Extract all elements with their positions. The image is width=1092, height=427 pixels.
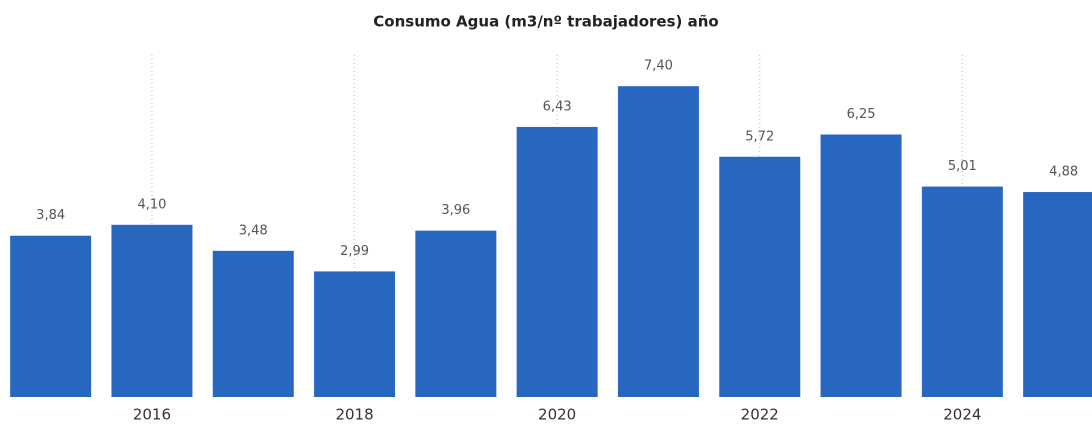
bar bbox=[617, 86, 699, 397]
value-label: 5,01 bbox=[948, 159, 977, 174]
x-tick-label: 2018 bbox=[335, 406, 373, 424]
chart-title: Consumo Agua (m3/nº trabajadores) año bbox=[373, 13, 718, 31]
value-label: 3,96 bbox=[441, 203, 470, 218]
bar bbox=[10, 235, 92, 397]
value-label: 7,40 bbox=[644, 59, 673, 74]
value-label: 4,88 bbox=[1049, 165, 1078, 180]
bar bbox=[212, 250, 294, 397]
value-label: 3,48 bbox=[239, 223, 268, 238]
value-label: 3,84 bbox=[36, 208, 65, 223]
value-label: 2,99 bbox=[340, 244, 369, 259]
value-label: 5,72 bbox=[745, 129, 774, 144]
bar bbox=[415, 230, 497, 397]
x-tick-label: 2020 bbox=[538, 406, 576, 424]
bar bbox=[314, 271, 396, 397]
bar bbox=[111, 224, 193, 397]
x-tick-label: 2024 bbox=[943, 406, 981, 424]
bar bbox=[516, 126, 598, 397]
x-tick-label: 2016 bbox=[133, 406, 171, 424]
value-label: 4,10 bbox=[137, 197, 166, 212]
bar bbox=[820, 134, 902, 397]
bar bbox=[1023, 192, 1092, 397]
bar bbox=[719, 156, 801, 397]
bar bbox=[921, 186, 1003, 397]
value-label: 6,25 bbox=[847, 107, 876, 122]
x-tick-label: 2022 bbox=[741, 406, 779, 424]
value-label: 6,43 bbox=[543, 99, 572, 114]
